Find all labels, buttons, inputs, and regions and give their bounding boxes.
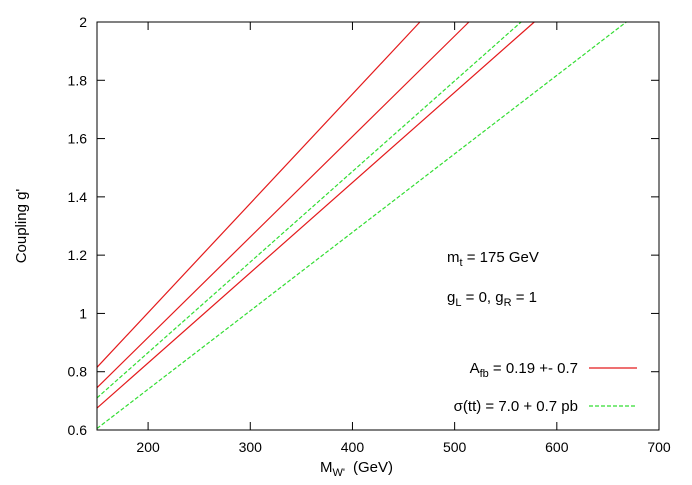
- annotation-coup-end: = 1: [512, 289, 537, 306]
- annotation-mass-symbol: m: [447, 249, 460, 266]
- y-tick-label: 1.2: [68, 247, 88, 263]
- x-tick-label: 600: [545, 439, 569, 455]
- legend-label-afb: Afb = 0.19 +- 0.7: [470, 360, 578, 380]
- x-tick-label: 300: [239, 439, 263, 455]
- x-axis-title: MW' (GeV): [320, 459, 393, 479]
- legend-afb-rest: = 0.19 +- 0.7: [489, 360, 578, 377]
- x-axis-title-sub: W': [333, 467, 345, 479]
- x-tick-label: 700: [647, 439, 671, 455]
- ticks-layer: 200 300 400 500 600 700 0.6 0.8 1 1.2 1.4 1.6 1.8 2: [68, 14, 671, 455]
- annotation-coup-mid: = 0, g: [461, 289, 503, 306]
- annotation-mass-sub: t: [460, 257, 463, 269]
- annotation-coup-l-sub: L: [455, 297, 461, 309]
- legend-afb-main: A: [470, 360, 480, 377]
- annotation-top-mass: mt = 175 GeV: [447, 249, 539, 269]
- afb-line-1: [96, 21, 421, 368]
- y-tick-label: 1.6: [68, 131, 88, 147]
- y-tick-label: 0.8: [68, 364, 88, 380]
- afb-line-2: [96, 21, 470, 389]
- legend-label-sigma: σ(tt) = 7.0 + 0.7 pb: [454, 398, 578, 415]
- xsec-line-2: [96, 21, 627, 429]
- plot-frame: [96, 21, 660, 431]
- x-tick-label: 500: [443, 439, 467, 455]
- annotation-coup-r-sub: R: [504, 297, 512, 309]
- annotation-coup-gl: g: [447, 289, 455, 306]
- y-tick-label: 1: [79, 305, 87, 321]
- legend-afb-sub: fb: [480, 368, 489, 380]
- x-axis-title-unit: (GeV): [353, 459, 393, 476]
- xsec-line-1: [96, 21, 522, 399]
- y-axis-title: Coupling g': [13, 189, 30, 264]
- x-tick-label: 400: [341, 439, 365, 455]
- x-tick-label: 200: [136, 439, 160, 455]
- annotation-mass-value: = 175 GeV: [463, 249, 539, 266]
- annotation-couplings: gL = 0, gR = 1: [447, 289, 537, 309]
- y-tick-label: 1.8: [68, 72, 88, 88]
- y-tick-label: 2: [79, 14, 87, 30]
- y-tick-label: 0.6: [68, 422, 88, 438]
- x-axis-title-main: M: [320, 459, 333, 476]
- series-layer: [96, 21, 627, 429]
- y-tick-label: 1.4: [68, 189, 88, 205]
- afb-line-3: [96, 21, 535, 409]
